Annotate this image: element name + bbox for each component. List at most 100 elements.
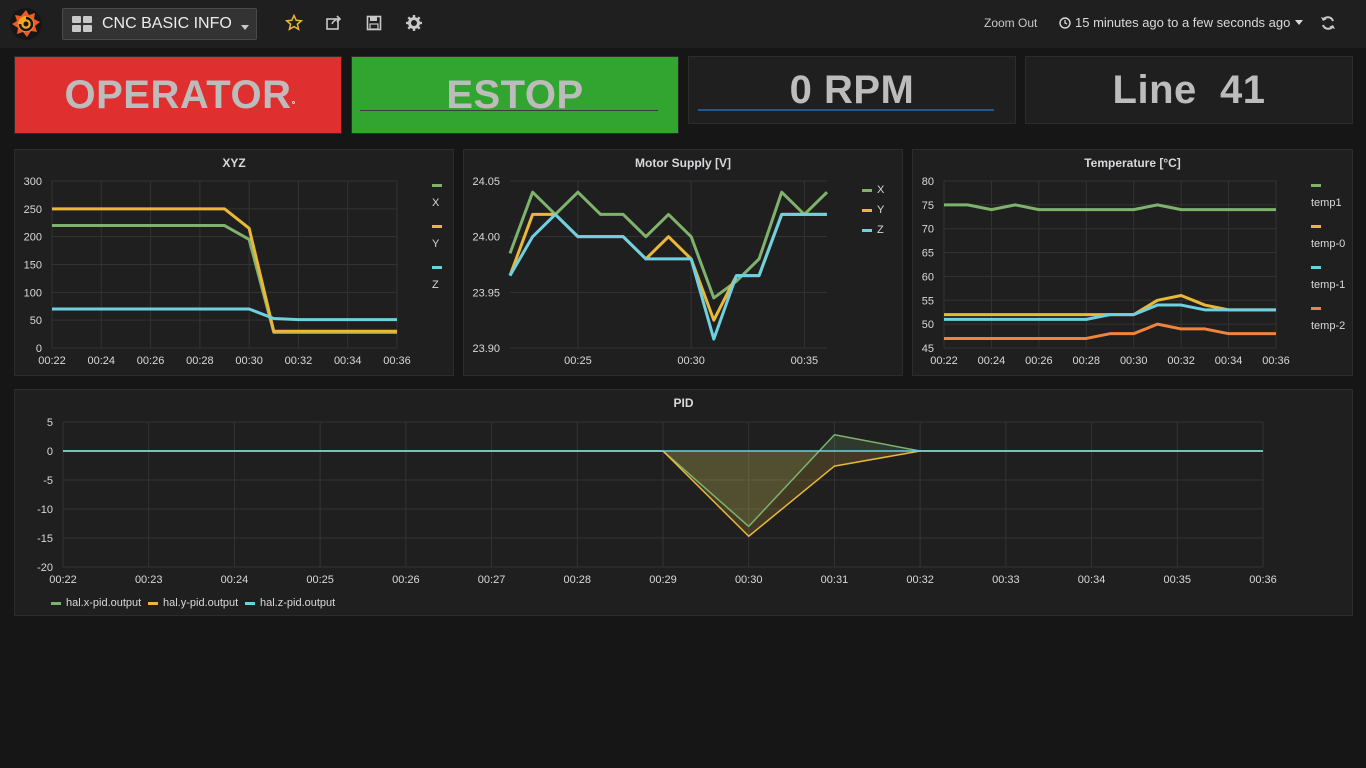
y-tick-label: 70 <box>922 224 934 236</box>
y-tick-label: 23.90 <box>472 343 500 355</box>
legend-swatch <box>1311 307 1321 310</box>
y-tick-label: 0 <box>47 446 53 458</box>
sparkline-dot <box>292 101 295 104</box>
legend-swatch <box>862 228 872 232</box>
time-range-label: 15 minutes ago to a few seconds ago <box>1075 15 1291 30</box>
temperature-graph-panel: Temperature [°C] 45 50 55 60 65 70 75 80 00:22 00… <box>912 149 1353 376</box>
legend-item-x[interactable]: X <box>862 184 884 196</box>
x-tick-label: 00:30 <box>735 574 763 586</box>
legend-item-temp-2[interactable]: temp-2 <box>1311 307 1345 332</box>
series-line-x <box>52 224 397 334</box>
legend-label: hal.x-pid.output <box>66 597 142 609</box>
refresh-icon[interactable] <box>1320 15 1336 31</box>
y-tick-label: 300 <box>24 176 42 188</box>
grafana-logo-icon[interactable] <box>8 6 44 42</box>
y-tick-label: 60 <box>922 271 934 283</box>
legend-label: temp-2 <box>1311 320 1346 332</box>
legend-item-temp-0[interactable]: temp-0 <box>1311 225 1345 250</box>
x-tick-label: 00:30 <box>1120 355 1148 367</box>
legend-item-hal.x-pid.output[interactable]: hal.x-pid.output <box>51 597 141 609</box>
x-tick-label: 00:30 <box>235 355 263 367</box>
x-tick-label: 00:34 <box>1215 355 1243 367</box>
legend-label: temp-0 <box>1311 238 1346 250</box>
series-line-x <box>508 190 829 300</box>
x-tick-label: 00:34 <box>334 355 362 367</box>
legend-item-z[interactable]: Z <box>432 266 447 291</box>
legend-item-y[interactable]: Y <box>862 204 884 216</box>
legend-label: temp-1 <box>1311 279 1346 291</box>
legend-label: Z <box>432 279 439 291</box>
legend-label: X <box>432 197 440 209</box>
y-tick-label: 200 <box>24 232 42 244</box>
legend-swatch <box>1311 184 1321 187</box>
stat-value: OPERATOR <box>64 72 292 117</box>
legend-item-y[interactable]: Y <box>432 225 447 250</box>
time-range-picker[interactable]: 15 minutes ago to a few seconds ago <box>1059 15 1304 30</box>
x-tick-label: 00:34 <box>1078 574 1106 586</box>
spindle-rpm-stat-panel: 0 RPM <box>688 56 1016 124</box>
panel-title[interactable]: Temperature [°C] <box>1084 156 1181 170</box>
y-tick-label: 50 <box>922 319 934 331</box>
x-tick-label: 00:28 <box>1073 355 1101 367</box>
chevron-down-icon <box>1295 20 1304 25</box>
zoom-out-button[interactable]: Zoom Out <box>984 16 1038 30</box>
y-tick-label: 5 <box>47 417 53 429</box>
y-tick-label: 24.00 <box>472 232 500 244</box>
gear-icon[interactable] <box>405 14 423 32</box>
x-tick-label: 00:36 <box>383 355 411 367</box>
estop-stat-panel: ESTOP <box>351 56 679 134</box>
legend-item-hal.z-pid.output[interactable]: hal.z-pid.output <box>245 597 335 609</box>
motor-supply-graph-panel: Motor Supply [V] 23.90 23.95 24.00 24.05 00:… <box>463 149 903 376</box>
save-icon[interactable] <box>365 14 383 32</box>
legend-label: X <box>877 184 885 196</box>
x-tick-label: 00:36 <box>1249 574 1277 586</box>
x-tick-label: 00:35 <box>791 355 819 367</box>
legend-item-z[interactable]: Z <box>862 224 884 236</box>
legend-swatch <box>51 601 61 605</box>
panel-title[interactable]: PID <box>673 396 694 410</box>
legend-item-x[interactable]: X <box>432 184 447 209</box>
legend-item-temp-1[interactable]: temp-1 <box>1311 266 1345 291</box>
x-tick-label: 00:25 <box>564 355 592 367</box>
xyz-graph-panel: XYZ 0 50 100 150 200 250 300 00:22 00:24 00:26 00:… <box>14 149 454 376</box>
legend-swatch <box>432 225 442 228</box>
legend-label: hal.z-pid.output <box>260 597 336 609</box>
top-navbar: CNC BASIC INFO Zoom Out 15 minutes ago t… <box>0 0 1366 48</box>
x-tick-label: 00:28 <box>564 574 592 586</box>
y-tick-label: 50 <box>30 315 42 327</box>
temperature-chart: 45 50 55 60 65 70 75 80 00:22 00:24 00:26 00:28 00:3… <box>922 176 1290 367</box>
y-tick-label: 45 <box>922 343 934 355</box>
legend-swatch <box>432 266 442 269</box>
dashboard-title: CNC BASIC INFO <box>102 15 232 32</box>
panel-title[interactable]: XYZ <box>222 156 246 170</box>
y-tick-label: 65 <box>922 248 934 260</box>
star-icon[interactable] <box>285 14 303 32</box>
legend-swatch <box>148 601 158 605</box>
share-icon[interactable] <box>325 14 343 32</box>
legend-label: hal.y-pid.output <box>163 597 239 609</box>
y-tick-label: -10 <box>37 504 53 516</box>
x-tick-label: 00:26 <box>137 355 165 367</box>
legend-swatch <box>862 208 872 212</box>
series-line-temp1 <box>944 203 1276 212</box>
legend-swatch <box>1311 266 1321 269</box>
y-tick-label: 24.05 <box>472 176 500 188</box>
x-tick-label: 00:24 <box>978 355 1006 367</box>
x-tick-label: 00:33 <box>992 574 1020 586</box>
dashboard-picker-button[interactable]: CNC BASIC INFO <box>62 8 257 40</box>
x-tick-label: 00:30 <box>677 355 705 367</box>
legend-label: temp1 <box>1311 197 1342 209</box>
y-tick-label: -20 <box>37 562 53 574</box>
series-line-temp-2 <box>944 322 1276 340</box>
legend-item-temp1[interactable]: temp1 <box>1311 184 1342 209</box>
x-tick-label: 00:28 <box>186 355 214 367</box>
stat-value: 0 RPM <box>789 67 915 112</box>
x-tick-label: 00:35 <box>1164 574 1192 586</box>
x-tick-label: 00:23 <box>135 574 163 586</box>
stat-value: Line 41 <box>1112 67 1266 112</box>
legend-swatch <box>432 184 442 187</box>
legend-swatch <box>1311 225 1321 228</box>
panel-title[interactable]: Motor Supply [V] <box>635 156 731 170</box>
legend-item-hal.y-pid.output[interactable]: hal.y-pid.output <box>148 597 238 609</box>
